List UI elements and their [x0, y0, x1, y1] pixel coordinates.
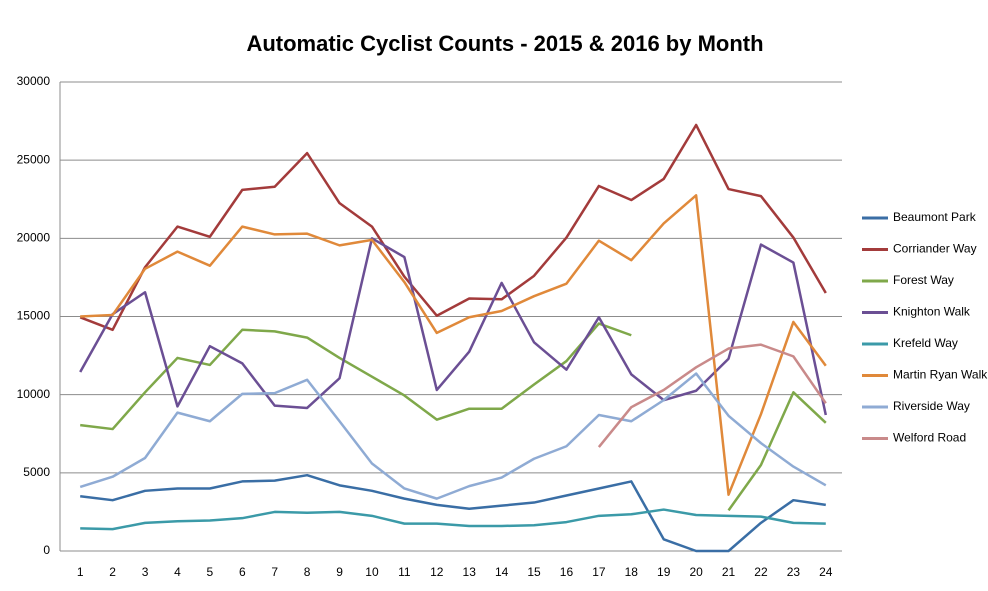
series-line [80, 508, 826, 531]
x-tick-label: 7 [271, 565, 278, 579]
x-tick-label: 24 [819, 565, 833, 579]
x-tick-label: 3 [142, 565, 149, 579]
y-tick-label: 0 [43, 543, 50, 557]
x-tick-label: 18 [625, 565, 639, 579]
series-line [79, 372, 827, 500]
legend-label: Welford Road [893, 431, 966, 445]
y-tick-label: 10000 [17, 387, 51, 401]
x-tick-label: 19 [657, 565, 671, 579]
series-line [80, 194, 827, 496]
legend-label: Krefeld Way [893, 336, 958, 350]
y-tick-label: 5000 [23, 465, 50, 479]
x-tick-label: 20 [689, 565, 703, 579]
series-line [79, 123, 827, 332]
y-tick-label: 30000 [17, 74, 51, 88]
legend-label: Corriander Way [893, 242, 977, 256]
x-tick-label: 14 [495, 565, 509, 579]
legend-label: Knighton Walk [893, 305, 971, 319]
x-tick-label: 10 [365, 565, 379, 579]
legend-label: Riverside Way [893, 399, 970, 413]
x-tick-label: 16 [560, 565, 574, 579]
x-tick-label: 23 [787, 565, 801, 579]
legend-label: Martin Ryan Walk [893, 368, 988, 382]
x-tick-label: 12 [430, 565, 444, 579]
chart-title: Automatic Cyclist Counts - 2015 & 2016 b… [246, 31, 763, 56]
series-line [79, 237, 828, 416]
legend-label: Beaumont Park [893, 210, 977, 224]
x-tick-label: 4 [174, 565, 181, 579]
x-tick-label: 5 [207, 565, 214, 579]
x-tick-label: 1 [77, 565, 84, 579]
x-tick-label: 15 [527, 565, 541, 579]
series-line [80, 473, 826, 553]
x-tick-label: 2 [109, 565, 116, 579]
x-tick-label: 13 [463, 565, 477, 579]
x-tick-label: 21 [722, 565, 736, 579]
series-line [597, 343, 827, 448]
y-tick-label: 15000 [17, 309, 51, 323]
x-tick-label: 22 [754, 565, 768, 579]
x-tick-label: 11 [398, 565, 411, 579]
y-tick-label: 25000 [17, 152, 51, 166]
x-tick-label: 8 [304, 565, 311, 579]
legend-label: Forest Way [893, 273, 954, 287]
series-line [80, 322, 827, 512]
y-tick-label: 20000 [17, 231, 51, 245]
x-tick-label: 9 [336, 565, 343, 579]
x-tick-label: 6 [239, 565, 246, 579]
x-tick-label: 17 [592, 565, 606, 579]
